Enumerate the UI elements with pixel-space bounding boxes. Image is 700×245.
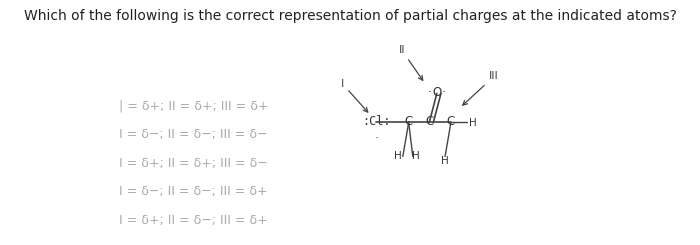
Text: I: I bbox=[341, 79, 368, 112]
Text: H: H bbox=[393, 151, 401, 161]
Text: Which of the following is the correct representation of partial charges at the i: Which of the following is the correct re… bbox=[24, 9, 676, 23]
Text: II: II bbox=[398, 45, 423, 80]
Text: C: C bbox=[447, 115, 455, 128]
Text: H: H bbox=[412, 151, 420, 161]
Text: H: H bbox=[470, 118, 477, 127]
Text: I = δ−; II = δ−; III = δ−: I = δ−; II = δ−; III = δ− bbox=[120, 128, 268, 141]
Text: III: III bbox=[463, 72, 499, 105]
Text: O: O bbox=[432, 86, 442, 99]
Text: | = δ+; II = δ+; III = δ+: | = δ+; II = δ+; III = δ+ bbox=[120, 99, 269, 112]
Text: C: C bbox=[425, 115, 433, 128]
Text: C: C bbox=[405, 115, 413, 128]
Text: H: H bbox=[441, 156, 449, 166]
Text: I = δ−; II = δ−; III = δ+: I = δ−; II = δ−; III = δ+ bbox=[120, 185, 268, 198]
Text: ·: · bbox=[428, 86, 432, 99]
Text: :Cl:: :Cl: bbox=[362, 115, 391, 128]
Text: ·: · bbox=[442, 86, 446, 99]
Text: ..: .. bbox=[374, 131, 379, 140]
Text: I = δ+; II = δ+; III = δ−: I = δ+; II = δ+; III = δ− bbox=[120, 157, 268, 170]
Text: I = δ+; II = δ−; III = δ+: I = δ+; II = δ−; III = δ+ bbox=[120, 214, 268, 227]
